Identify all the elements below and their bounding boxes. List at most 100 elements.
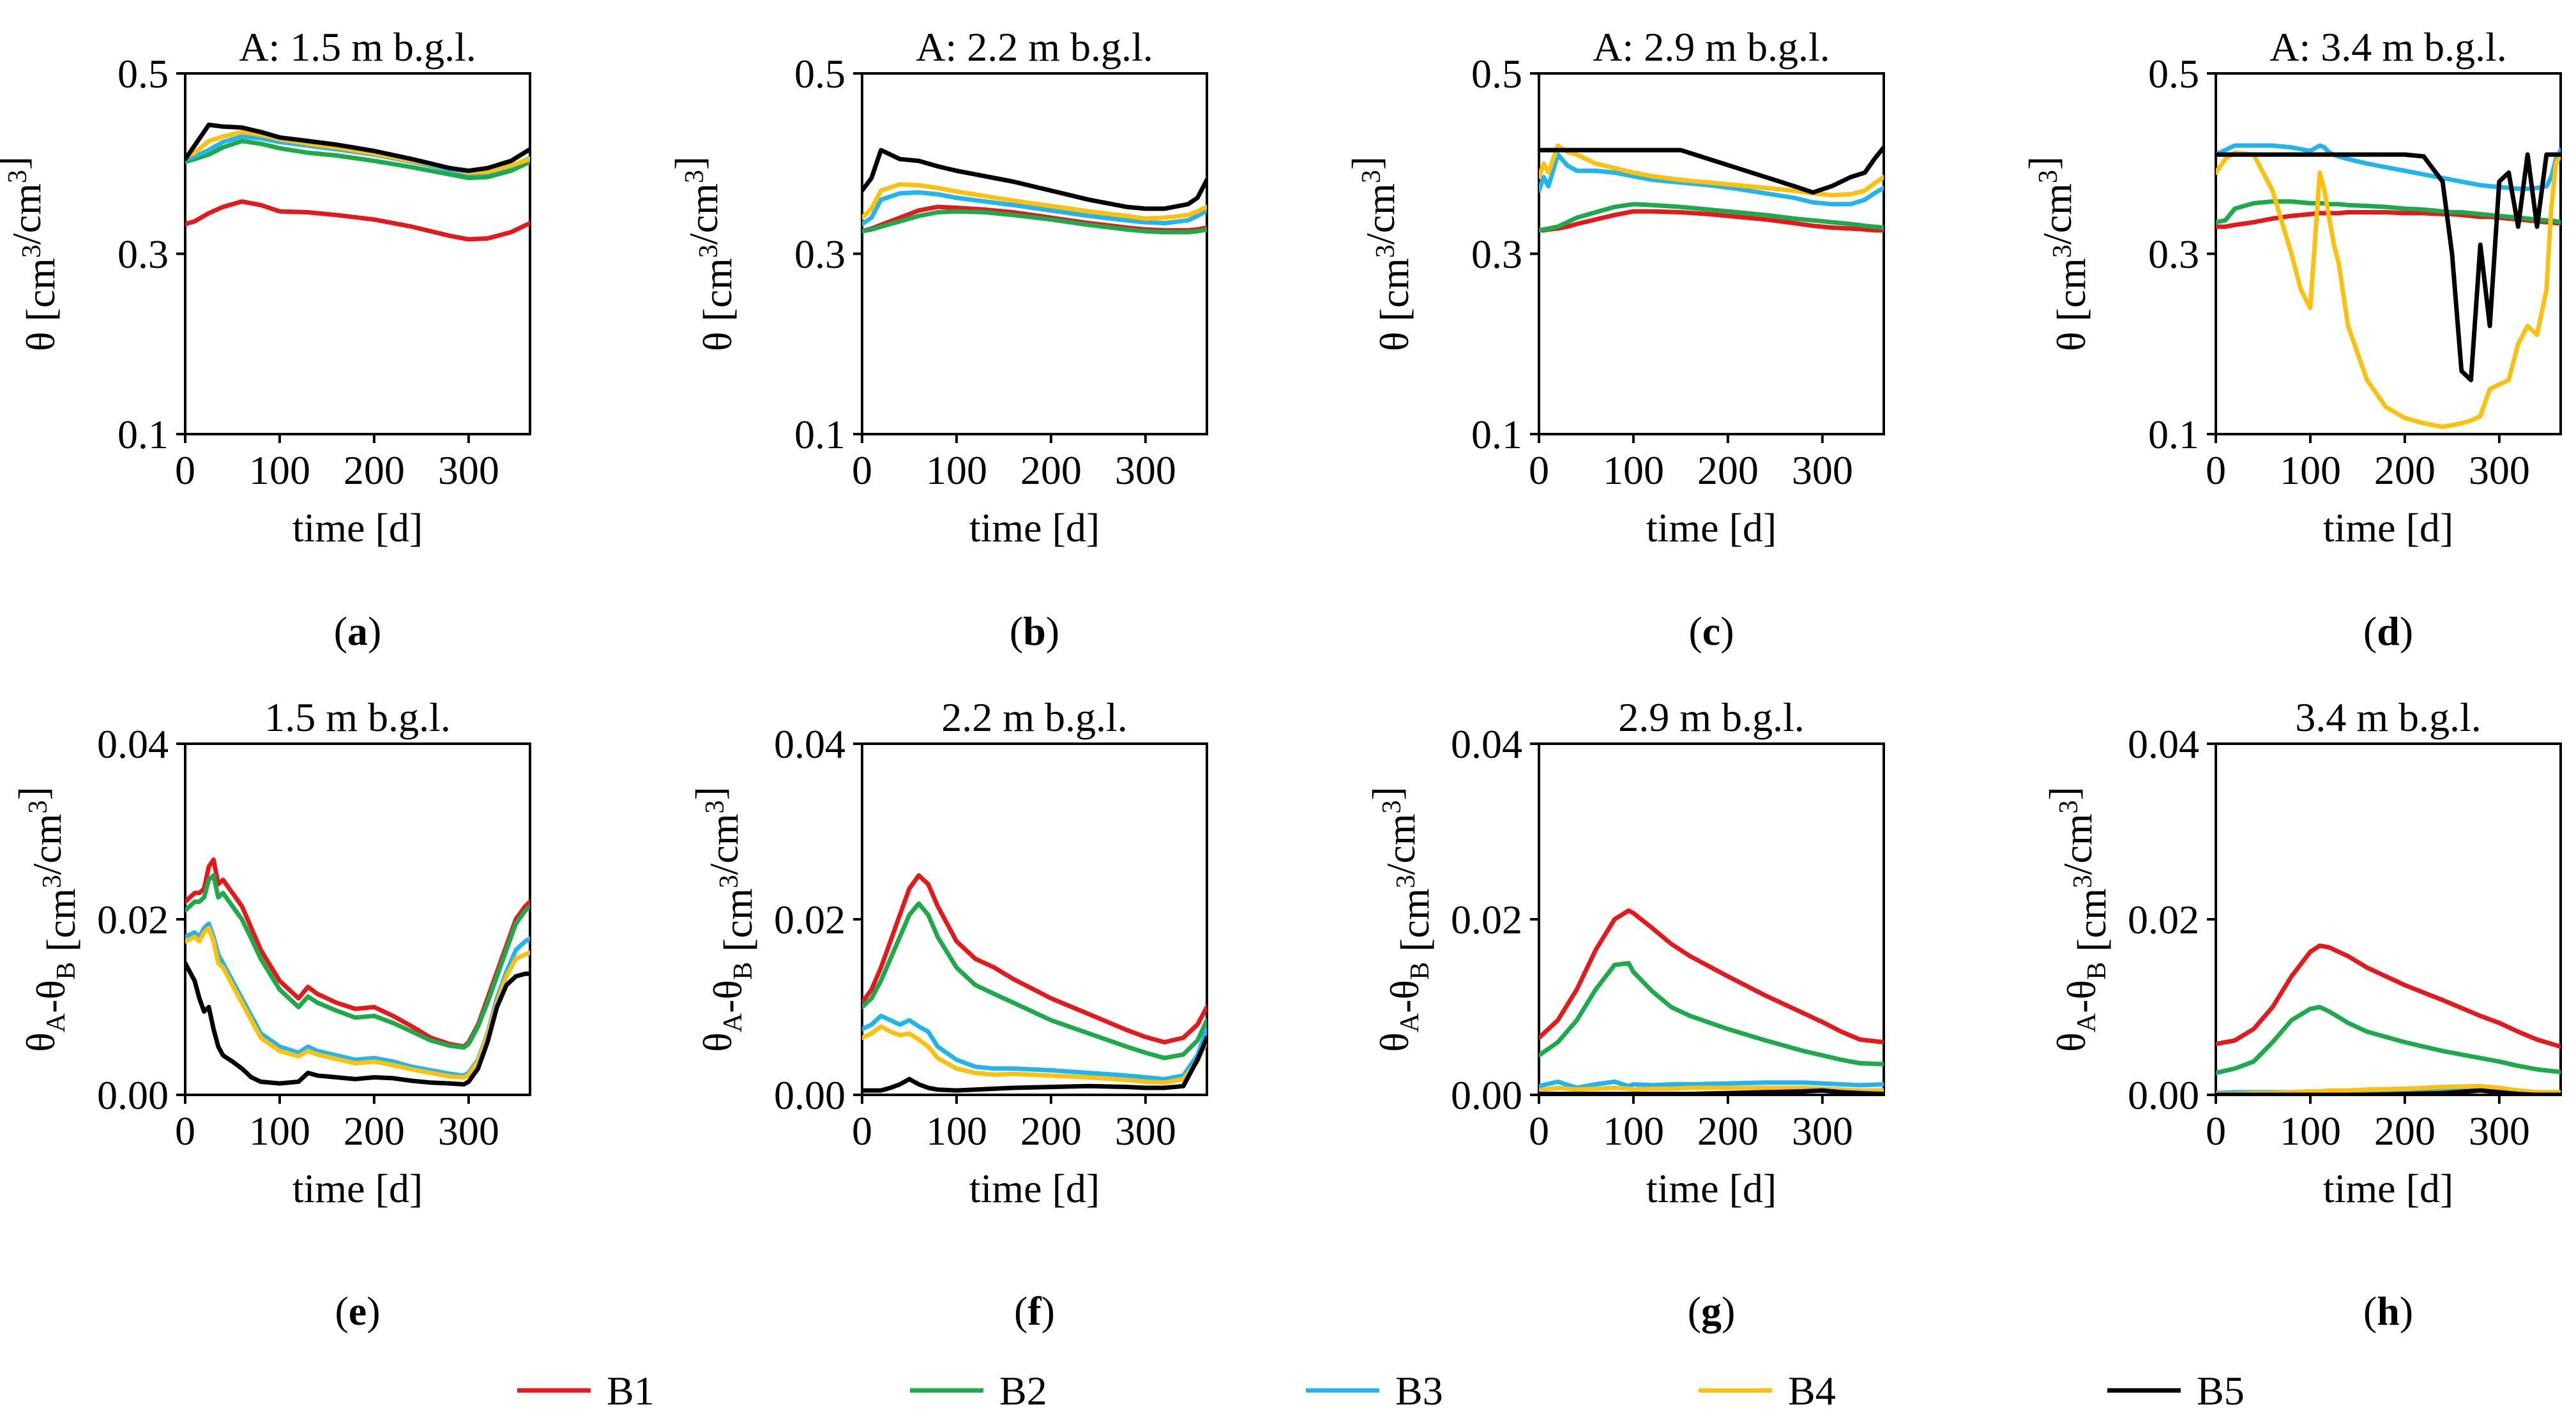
x-tick-label: 200	[1697, 1108, 1759, 1154]
x-axis-label: time [d]	[969, 505, 1100, 550]
y-tick-label: 0.1	[2148, 412, 2199, 457]
panel-caption: (e)	[335, 1288, 380, 1334]
legend-label-b3: B3	[1395, 1368, 1443, 1413]
plot-title: A: 2.9 m b.g.l.	[1593, 24, 1830, 70]
y-axis-label: θA-θB [cm3/cm3]	[687, 787, 761, 1052]
x-tick-label: 200	[2374, 1108, 2436, 1154]
plot-title: 2.9 m b.g.l.	[1618, 695, 1805, 740]
x-axis-label: time [d]	[292, 505, 423, 550]
plot-title: A: 1.5 m b.g.l.	[239, 24, 476, 70]
y-tick-label: 0.1	[794, 412, 845, 457]
x-tick-label: 100	[249, 448, 310, 493]
plot-title: A: 3.4 m b.g.l.	[2269, 24, 2507, 70]
plot-frame	[1538, 742, 1885, 1096]
series-line-b5	[862, 147, 1207, 211]
y-tick-label: 0.1	[117, 412, 169, 457]
y-tick-label: 0.00	[1451, 1073, 1522, 1118]
plot-frame	[184, 742, 531, 1096]
x-tick-label: 0	[175, 1108, 195, 1154]
plot-title: A: 2.2 m b.g.l.	[916, 24, 1153, 70]
x-tick-label: 300	[2469, 1108, 2530, 1154]
y-tick-label: 0.02	[2128, 897, 2199, 942]
y-tick-label: 0.5	[794, 51, 845, 96]
series-line-b3	[1539, 152, 1884, 207]
y-tick-label: 0.00	[97, 1073, 169, 1118]
chart-panel-a: A: 1.5 m b.g.l. 0 100 200 300 0.1 0.3 0.5 time […	[0, 24, 531, 654]
y-tick-label: 0.04	[97, 721, 169, 767]
y-tick-label: 0.04	[2128, 721, 2199, 767]
series-line-b2	[2216, 1005, 2561, 1076]
series-line-b5	[185, 961, 530, 1087]
x-tick-label: 100	[1603, 448, 1664, 493]
chart-panel-f: 2.2 m b.g.l. 0 100 200 300 0.00 0.02 0.04 time […	[687, 695, 1208, 1334]
series-line-b5	[1539, 145, 1884, 195]
x-tick-label: 100	[926, 1108, 987, 1154]
plot-frame	[861, 742, 1208, 1096]
y-axis-label: θ [cm3/cm3]	[667, 156, 740, 351]
x-axis-label: time [d]	[292, 1166, 423, 1211]
x-tick-label: 300	[438, 1108, 499, 1154]
y-tick-label: 0.3	[117, 232, 169, 277]
y-tick-label: 0.1	[1471, 412, 1522, 457]
series-line-b4	[2216, 150, 2561, 430]
series-line-b1	[185, 199, 530, 242]
x-tick-label: 200	[1020, 1108, 1082, 1154]
plot-title: 3.4 m b.g.l.	[2295, 695, 2481, 740]
plot-title: 2.2 m b.g.l.	[941, 695, 1128, 740]
y-tick-label: 0.04	[1451, 721, 1522, 767]
x-tick-label: 0	[175, 448, 195, 493]
x-tick-label: 300	[1792, 1108, 1853, 1154]
legend-label-b2: B2	[999, 1368, 1047, 1413]
x-tick-label: 300	[438, 448, 499, 493]
y-axis-label: θ [cm3/cm3]	[1344, 156, 1417, 351]
plot-frame	[861, 72, 1208, 435]
panel-caption: (f)	[1014, 1288, 1055, 1334]
x-tick-label: 0	[852, 448, 872, 493]
panel-caption: (d)	[2363, 608, 2413, 654]
series-line-b2	[2216, 199, 2561, 225]
chart-panel-b: A: 2.2 m b.g.l. 0 100 200 300 0.1 0.3 0.5 time […	[667, 24, 1208, 654]
x-tick-label: 200	[2374, 448, 2436, 493]
series-line-b5	[2216, 1088, 2561, 1095]
x-tick-label: 200	[344, 448, 405, 493]
y-tick-label: 0.5	[117, 51, 169, 96]
x-tick-label: 0	[2206, 1108, 2226, 1154]
chart-panel-h: 3.4 m b.g.l. 0 100 200 300 0.00 0.02 0.04 time […	[2041, 695, 2562, 1334]
x-axis-label: time [d]	[1646, 505, 1777, 550]
panel-caption: (g)	[1688, 1288, 1736, 1334]
x-tick-label: 100	[1603, 1108, 1664, 1154]
y-axis-label: θA-θB [cm3/cm3]	[1364, 787, 1437, 1052]
series-line-b5	[185, 123, 530, 173]
y-axis-label: θ [cm3/cm3]	[0, 156, 63, 351]
series-line-b1	[1539, 209, 1884, 233]
y-tick-label: 0.3	[1471, 232, 1522, 277]
series-line-b1	[2216, 943, 2561, 1049]
chart-panel-d: A: 3.4 m b.g.l. 0 100 200 300 0.1 0.3 0.5 time […	[2020, 24, 2562, 654]
x-tick-label: 0	[1529, 448, 1549, 493]
x-tick-label: 100	[2280, 448, 2341, 493]
y-tick-label: 0.3	[794, 232, 845, 277]
y-tick-label: 0.02	[774, 897, 845, 942]
panel-caption: (h)	[2363, 1288, 2413, 1334]
x-axis-label: time [d]	[2323, 1166, 2453, 1211]
x-tick-label: 0	[2206, 448, 2226, 493]
series-line-b2	[862, 901, 1207, 1060]
series-line-b2	[1539, 961, 1884, 1067]
x-tick-label: 100	[2280, 1108, 2341, 1154]
series-line-b2	[185, 873, 530, 1050]
series-line-b4	[185, 130, 530, 175]
legend-label-b1: B1	[607, 1368, 655, 1413]
x-tick-label: 300	[2469, 448, 2530, 493]
chart-panel-c: A: 2.9 m b.g.l. 0 100 200 300 0.1 0.3 0.5 time […	[1344, 24, 1885, 654]
x-tick-label: 200	[1020, 448, 1082, 493]
chart-panel-e: 1.5 m b.g.l. 0 100 200 300 0.00 0.02 0.04 time […	[10, 695, 531, 1334]
y-axis-label: θA-θB [cm3/cm3]	[10, 787, 84, 1052]
series-line-b5	[2216, 152, 2561, 382]
x-tick-label: 200	[344, 1108, 405, 1154]
series-line-b2	[185, 139, 530, 181]
y-tick-label: 0.00	[2128, 1073, 2199, 1118]
x-axis-label: time [d]	[2323, 505, 2453, 550]
y-tick-label: 0.5	[2148, 51, 2199, 96]
y-tick-label: 0.00	[774, 1073, 845, 1118]
